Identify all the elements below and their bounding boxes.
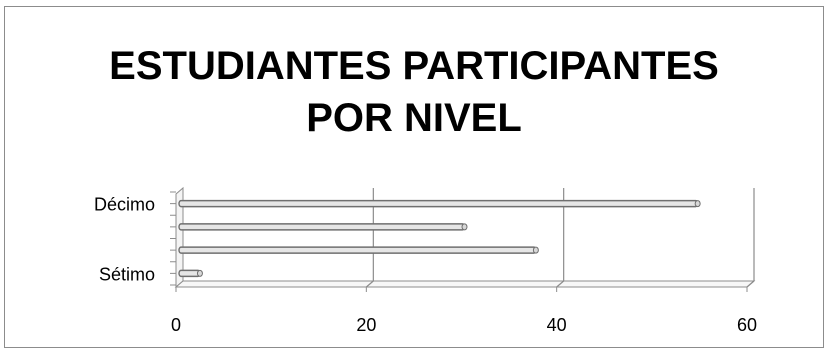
chart-frame bbox=[4, 6, 824, 348]
x-tick-label-2: 40 bbox=[547, 315, 567, 335]
x-tick-label-0: 0 bbox=[171, 315, 181, 335]
chart-title-line-2: POR NIVEL bbox=[306, 96, 522, 140]
chart-title-line-1: ESTUDIANTES PARTICIPANTES bbox=[109, 44, 719, 88]
bar-cap-1 bbox=[532, 246, 539, 254]
x-tick-label-1: 20 bbox=[356, 315, 376, 335]
y-tick-label-3: Décimo bbox=[94, 195, 155, 215]
floor bbox=[174, 280, 756, 288]
chart-title: ESTUDIANTES PARTICIPANTES POR NIVEL bbox=[4, 40, 824, 144]
gridline-depth-40 bbox=[556, 280, 565, 288]
bar-cap-3 bbox=[694, 200, 701, 208]
bar-3 bbox=[178, 199, 699, 208]
y-tick-label-0: Sétimo bbox=[99, 264, 155, 284]
bar-0 bbox=[178, 269, 201, 278]
bar-cap-2 bbox=[461, 223, 468, 231]
gridline-depth-60 bbox=[746, 280, 755, 288]
bar-1 bbox=[178, 246, 537, 254]
gridline-depth-20 bbox=[365, 280, 374, 288]
bar-cap-0 bbox=[196, 269, 203, 277]
bar-2 bbox=[178, 223, 466, 231]
x-tick-label-3: 60 bbox=[737, 315, 757, 335]
